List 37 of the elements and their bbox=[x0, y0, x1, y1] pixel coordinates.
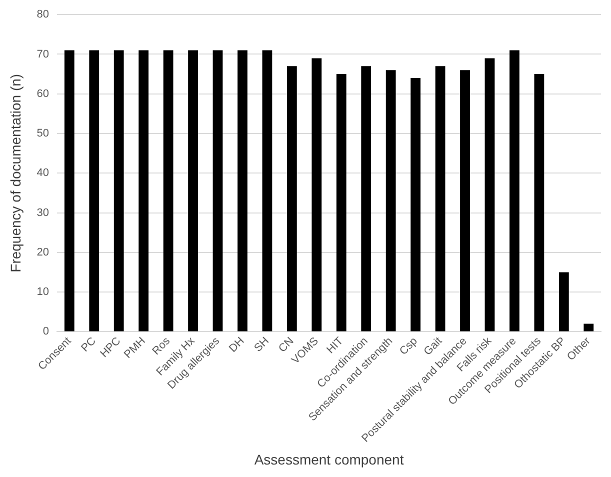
bar bbox=[386, 70, 396, 332]
x-tick-label: DH bbox=[227, 335, 247, 355]
bar bbox=[163, 50, 174, 332]
bar bbox=[64, 50, 74, 332]
bar bbox=[312, 58, 322, 332]
y-tick-label: 10 bbox=[36, 286, 50, 298]
y-axis-title: Frequency of documentation (n) bbox=[7, 74, 24, 272]
bar bbox=[460, 70, 470, 332]
bar bbox=[361, 66, 372, 332]
y-tick-label: 60 bbox=[36, 88, 50, 100]
bar bbox=[114, 50, 124, 332]
y-tick-label: 20 bbox=[36, 246, 50, 258]
bar bbox=[336, 74, 346, 332]
bar bbox=[138, 50, 149, 332]
y-tick-label: 0 bbox=[42, 326, 50, 338]
bar bbox=[238, 50, 248, 332]
y-tick-label: 30 bbox=[36, 206, 50, 219]
bar bbox=[484, 58, 495, 332]
y-tick-label: 40 bbox=[36, 167, 50, 180]
bar bbox=[188, 50, 198, 332]
bar bbox=[534, 74, 544, 332]
x-axis-title: Assessment component bbox=[254, 451, 404, 468]
y-tick-label: 80 bbox=[36, 8, 50, 21]
bar bbox=[558, 272, 569, 332]
bar bbox=[410, 78, 421, 332]
bar bbox=[510, 50, 520, 332]
bar bbox=[435, 66, 446, 332]
x-tick-label: Csp bbox=[398, 335, 420, 358]
bar bbox=[262, 50, 272, 332]
bar bbox=[286, 66, 297, 332]
bar bbox=[584, 324, 594, 332]
bar bbox=[89, 50, 100, 332]
x-tick-label: PC bbox=[79, 335, 98, 354]
y-tick-label: 70 bbox=[36, 48, 50, 60]
bar bbox=[212, 50, 223, 332]
y-tick-label: 50 bbox=[36, 128, 50, 140]
x-tick-label: SH bbox=[252, 335, 272, 354]
